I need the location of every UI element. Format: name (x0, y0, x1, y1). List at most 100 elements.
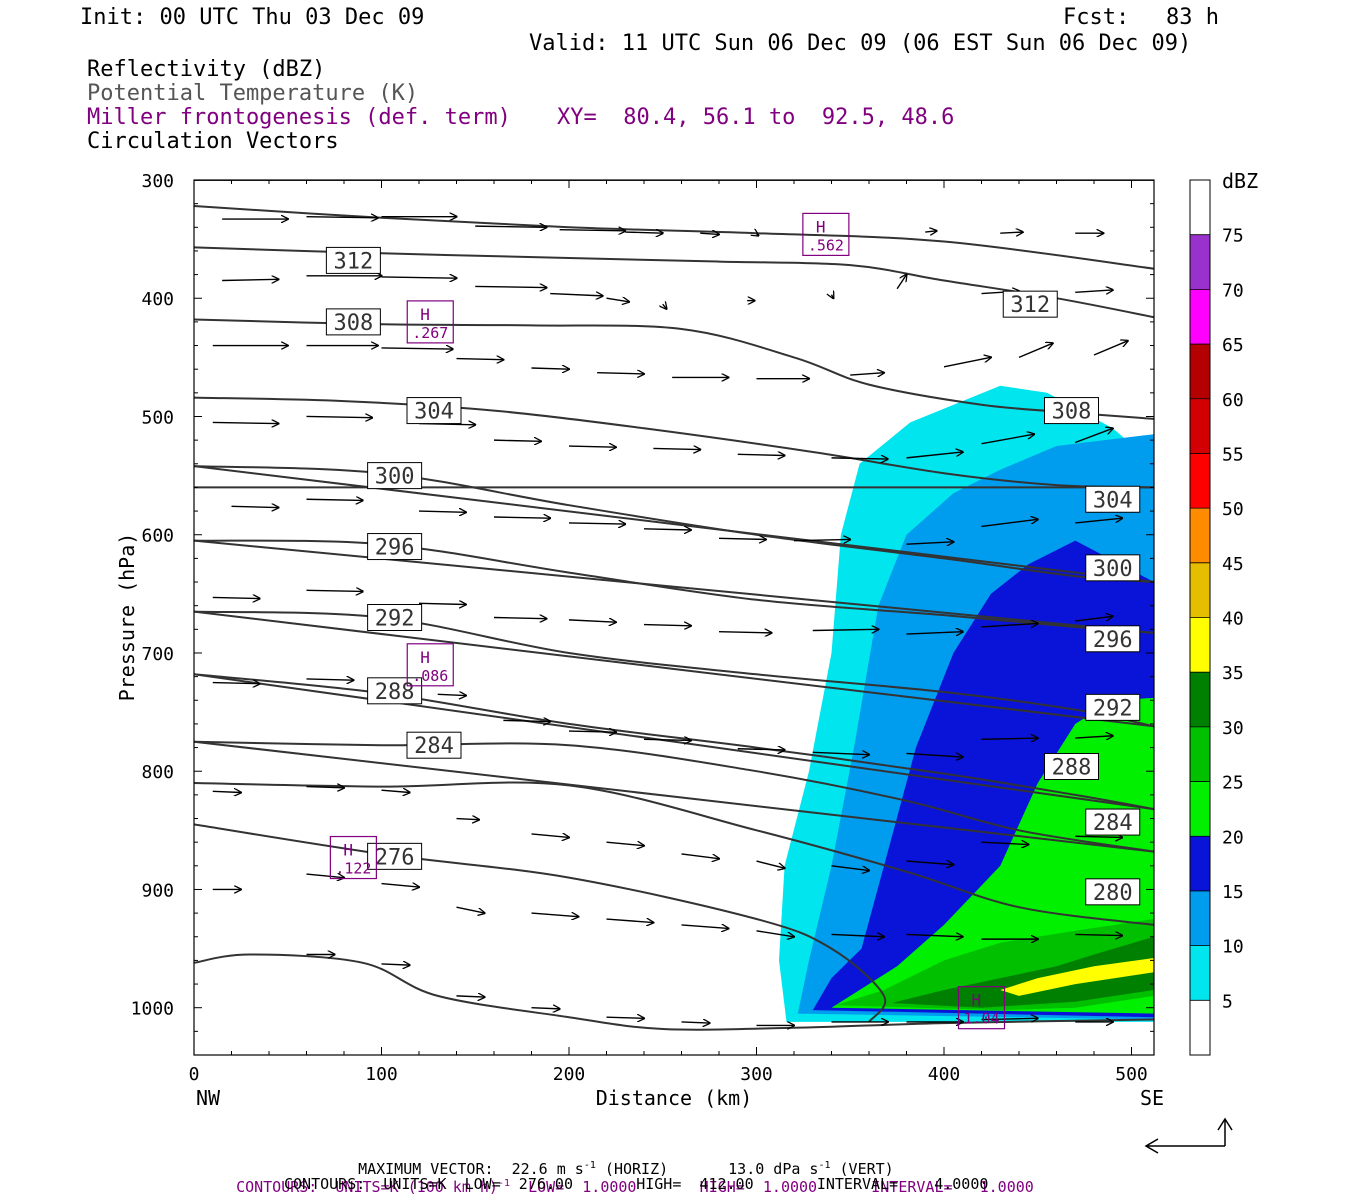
colorbar-segment (1190, 180, 1210, 235)
theta-contour-note: CONTOURS: UNITS=K LOW= 276.00 HIGH= 412.… (284, 1175, 989, 1193)
circulation-vector (568, 523, 625, 524)
x-tick-label: 400 (928, 1064, 961, 1085)
colorbar-segment (1190, 234, 1210, 290)
theta-label: 280 (1093, 881, 1133, 906)
frontogenesis-max-box (802, 212, 850, 256)
circulation-vector (906, 452, 963, 459)
x-right-end-label: SE (1140, 1086, 1164, 1110)
circulation-vector (981, 434, 1035, 445)
max-vector-horiz: MAXIMUM VECTOR: 22.6 m s (358, 1160, 584, 1178)
x-tick-label: 500 (1115, 1064, 1148, 1085)
colorbar-segment (1190, 890, 1210, 946)
circulation-vector (737, 454, 785, 455)
frontogenesis-max-value: .562 (808, 236, 844, 254)
reflectivity-30dbz (891, 936, 1154, 1008)
x-tick-label: 200 (553, 1064, 586, 1085)
circulation-vector (925, 231, 936, 232)
circulation-vector (681, 925, 729, 929)
circulation-vector (418, 511, 466, 512)
y-tick-label: 400 (141, 289, 174, 310)
theta-label: 288 (375, 680, 415, 705)
circulation-vector (981, 1018, 1038, 1019)
circulation-vector (456, 359, 504, 360)
circulation-vector (1000, 232, 1023, 233)
theta-contours (194, 180, 1154, 1031)
frontogenesis-max-box (406, 300, 454, 344)
circulation-vector (757, 234, 759, 235)
circulation-vector (812, 629, 879, 630)
y-tick-label: 300 (141, 171, 174, 192)
theta-label: 308 (1052, 400, 1092, 425)
circulation-vector (306, 217, 378, 218)
colorbar-level-label: 65 (1222, 335, 1244, 356)
theta-label: 312 (1010, 293, 1050, 318)
circulation-vector (643, 625, 691, 626)
theta-label-box (1085, 554, 1141, 582)
circulation-vector (493, 517, 550, 518)
circulation-vector (812, 752, 869, 754)
circulation-vector (831, 934, 885, 936)
circulation-vector (1075, 836, 1122, 837)
colorbar-segment (1190, 508, 1210, 563)
vector-scale-legend (1144, 1117, 1233, 1154)
circulation-vector (681, 1022, 710, 1023)
plot-frame (193, 179, 1155, 1056)
colorbar: 5 10 15 20 25 30 35 40 45 50 55 60 65 70 75 (1189, 179, 1244, 1056)
circulation-vector (756, 860, 785, 868)
circulation-vector (981, 842, 1029, 844)
frontogenesis-max-value: .122 (335, 860, 371, 878)
field-reflectivity: Reflectivity (dBZ) (87, 57, 326, 82)
colorbar-segment (1190, 562, 1210, 618)
theta-label: 284 (414, 734, 454, 759)
colorbar-level-label: 40 (1222, 609, 1244, 630)
circulation-vector (550, 294, 603, 296)
y-tick-label: 500 (141, 407, 174, 428)
theta-label-box (1085, 808, 1141, 836)
circulation-vector (981, 623, 1038, 627)
x-axis-title: Distance (km) (596, 1086, 753, 1110)
frontogenesis-max-value: .086 (412, 667, 448, 685)
valid-time: Valid: 11 UTC Sun 06 Dec 09 (06 EST Sun … (529, 31, 1192, 56)
theta-label-box (367, 533, 423, 561)
circulation-vector (306, 874, 345, 878)
circulation-vector (1075, 518, 1122, 524)
circulation-vector (1093, 341, 1128, 356)
theta-label: 276 (375, 845, 415, 870)
circulation-vector (381, 348, 453, 349)
circulation-vector (793, 539, 850, 540)
theta-label: 296 (1093, 628, 1133, 653)
frontogenesis-max-label: H (343, 841, 353, 860)
field-vectors: Circulation Vectors (87, 129, 339, 154)
circulation-vector (981, 519, 1038, 528)
circulation-vector (906, 632, 963, 634)
circulation-vector (212, 683, 260, 684)
theta-label-box (1002, 290, 1058, 318)
frontogenesis-max-label: H (420, 305, 430, 324)
colorbar-level-label: 35 (1222, 663, 1244, 684)
circulation-vector (981, 738, 1038, 739)
circulation-vector (568, 446, 616, 447)
colorbar-segment (1190, 398, 1210, 454)
circulation-vector (456, 906, 485, 913)
theta-contour-line (194, 823, 887, 1023)
colorbar-level-label: 20 (1222, 827, 1244, 848)
circulation-vector (850, 373, 884, 375)
circulation-vector (437, 694, 466, 695)
circulation-vector (568, 731, 616, 732)
colorbar-level-label: 5 (1222, 991, 1233, 1012)
circulation-vector (231, 506, 279, 507)
circulation-vector (531, 1008, 560, 1009)
theta-contour-line (194, 539, 1154, 634)
circulation-vector (906, 542, 954, 544)
circulation-vector (531, 913, 579, 917)
theta-label: 304 (414, 400, 454, 425)
theta-label-box (1044, 397, 1099, 425)
theta-label-box (325, 246, 381, 274)
circulation-vector (381, 884, 420, 888)
colorbar-level-label: 10 (1222, 937, 1244, 958)
theta-label: 292 (375, 607, 415, 632)
theta-label-box (1085, 625, 1141, 653)
frontogenesis-max-value: 1.04 (963, 1010, 999, 1028)
circulation-vector (475, 286, 546, 287)
